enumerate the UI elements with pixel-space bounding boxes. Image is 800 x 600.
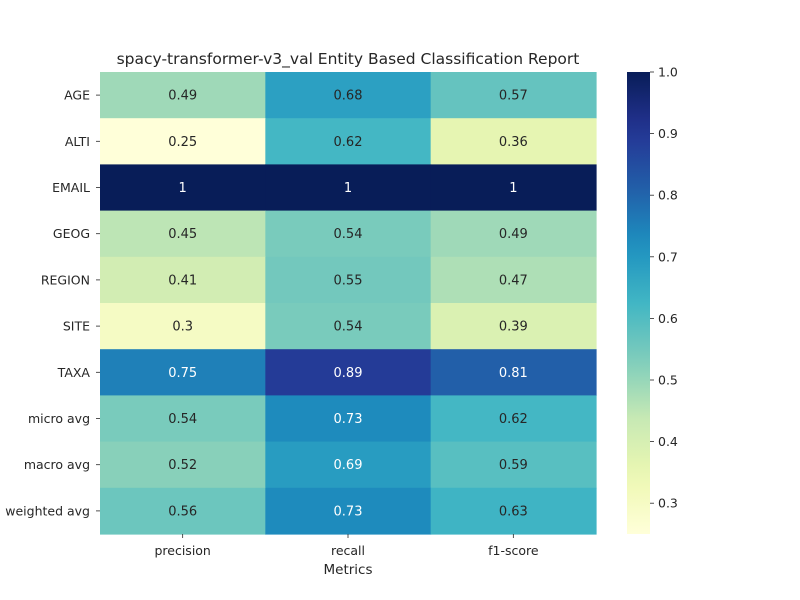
x-tick-label: precision <box>154 543 210 558</box>
heatmap-cell <box>100 395 266 443</box>
heatmap-cell <box>265 210 432 258</box>
cell-annotation: 1 <box>509 181 517 196</box>
cell-annotation: 0.54 <box>334 320 363 335</box>
y-tick-label: AGE <box>64 88 90 103</box>
y-tick-label: EMAIL <box>52 180 90 195</box>
x-axis-ticks: precision recall f1-score <box>154 534 539 558</box>
cell-annotation: 0.56 <box>168 504 197 519</box>
heatmap-cell <box>430 487 597 535</box>
heatmap-cell <box>265 164 432 212</box>
heatmap-cell <box>265 487 432 535</box>
heatmap-cell <box>100 72 266 119</box>
heatmap-cells <box>100 72 597 535</box>
heatmap-cell <box>430 256 597 304</box>
colorbar-tick-label: 1.0 <box>658 65 678 80</box>
heatmap-cell <box>430 118 597 165</box>
heatmap-cell <box>430 303 597 350</box>
cell-annotation: 0.54 <box>168 412 197 427</box>
cell-annotation: 0.36 <box>499 135 528 150</box>
cell-annotation: 0.47 <box>499 273 528 288</box>
cell-annotation: 1 <box>179 181 187 196</box>
colorbar-tick-label: 0.5 <box>658 373 678 388</box>
y-axis-ticks: AGE ALTI EMAIL GEOG REGION SITE TAXA micro avg m… <box>5 88 100 518</box>
heatmap-cell <box>100 487 266 535</box>
cell-annotation: 0.25 <box>168 135 197 150</box>
x-tick-label: f1-score <box>488 543 539 558</box>
y-tick-label: micro avg <box>28 411 90 426</box>
heatmap-cell <box>100 118 266 165</box>
cell-annotation: 0.57 <box>499 89 528 104</box>
x-axis-label: Metrics <box>323 562 372 578</box>
cell-annotation: 0.41 <box>168 273 197 288</box>
cell-annotation: 0.45 <box>168 227 197 242</box>
y-tick-label: REGION <box>41 272 90 287</box>
cell-annotation: 0.68 <box>334 89 363 104</box>
colorbar: 0.3 0.4 0.5 0.6 0.7 0.8 0.9 1.0 <box>627 65 678 534</box>
y-tick-label: macro avg <box>24 457 90 472</box>
y-tick-label: SITE <box>63 319 90 334</box>
cell-annotation: 0.75 <box>168 366 197 381</box>
cell-annotation: 0.73 <box>334 412 363 427</box>
heatmap-cell <box>265 395 432 443</box>
heatmap-cell <box>430 395 597 443</box>
colorbar-tick-label: 0.7 <box>658 249 678 264</box>
cell-annotation: 0.54 <box>334 227 363 242</box>
cell-annotation: 0.59 <box>499 458 528 473</box>
cell-annotation: 0.49 <box>168 89 197 104</box>
cell-annotation: 0.73 <box>334 504 363 519</box>
heatmap-cell <box>265 303 432 350</box>
chart-title: spacy-transformer-v3_val Entity Based Cl… <box>117 50 580 69</box>
heatmap-cell <box>265 349 432 396</box>
cell-annotation: 0.52 <box>168 458 197 473</box>
colorbar-tick-label: 0.9 <box>658 126 678 141</box>
cell-annotation: 0.81 <box>499 366 528 381</box>
colorbar-tick-label: 0.6 <box>658 311 678 326</box>
y-tick-label: weighted avg <box>5 503 90 518</box>
heatmap-cell <box>430 441 597 489</box>
heatmap-cell <box>265 441 432 489</box>
heatmap-cell <box>100 256 266 304</box>
cell-annotations: 0.49 0.68 0.57 0.25 0.62 0.36 1 1 1 0.45 0.54 0.49 0… <box>168 89 528 520</box>
cell-annotation: 0.49 <box>499 227 528 242</box>
cell-annotation: 0.62 <box>334 135 363 150</box>
heatmap-cell <box>430 164 597 212</box>
colorbar-tick-label: 0.3 <box>658 496 678 511</box>
y-tick-label: GEOG <box>53 226 90 241</box>
colorbar-gradient <box>627 72 650 534</box>
cell-annotation: 0.55 <box>334 273 363 288</box>
heatmap-cell <box>100 210 266 258</box>
cell-annotation: 0.63 <box>499 504 528 519</box>
heatmap-cell <box>430 349 597 396</box>
cell-annotation: 0.62 <box>499 412 528 427</box>
cell-annotation: 0.69 <box>334 458 363 473</box>
y-tick-label: ALTI <box>65 134 90 149</box>
heatmap-cell <box>265 256 432 304</box>
heatmap-cell <box>100 441 266 489</box>
heatmap-cell <box>430 72 597 119</box>
heatmap-cell <box>100 349 266 396</box>
heatmap-cell <box>100 303 266 350</box>
cell-annotation: 0.39 <box>499 320 528 335</box>
cell-annotation: 0.3 <box>172 320 193 335</box>
y-tick-label: TAXA <box>57 365 91 380</box>
colorbar-ticks: 0.3 0.4 0.5 0.6 0.7 0.8 0.9 1.0 <box>650 65 678 511</box>
cell-annotation: 1 <box>344 181 352 196</box>
heatmap-cell <box>100 164 266 212</box>
heatmap-cell <box>265 118 432 165</box>
heatmap-cell <box>265 72 432 119</box>
x-tick-label: recall <box>331 543 365 558</box>
colorbar-tick-label: 0.8 <box>658 188 678 203</box>
cell-annotation: 0.89 <box>334 366 363 381</box>
colorbar-tick-label: 0.4 <box>658 434 678 449</box>
heatmap-cell <box>430 210 597 258</box>
